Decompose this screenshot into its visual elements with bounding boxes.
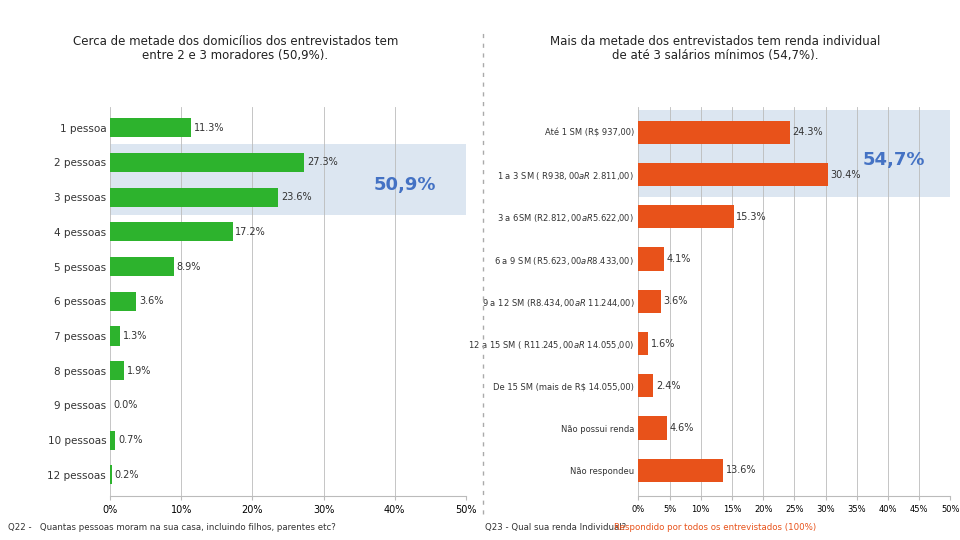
Text: 17.2%: 17.2% xyxy=(235,227,266,237)
Text: entre 2 e 3 moradores (50,9%).: entre 2 e 3 moradores (50,9%). xyxy=(142,49,328,62)
Text: Renda individual e número de habitantes na moradia: Renda individual e número de habitantes … xyxy=(9,38,407,51)
Bar xyxy=(110,153,304,172)
Text: 54,7%: 54,7% xyxy=(863,151,925,168)
Bar xyxy=(110,465,111,484)
Text: 3.6%: 3.6% xyxy=(139,296,163,306)
Text: 1.3%: 1.3% xyxy=(123,331,147,341)
Text: Q23 - Qual sua renda Individual?: Q23 - Qual sua renda Individual? xyxy=(485,523,632,531)
Bar xyxy=(638,120,790,144)
Bar xyxy=(638,289,660,313)
Text: 3.6%: 3.6% xyxy=(663,296,687,306)
Text: Q22 -   Quantas pessoas moram na sua casa, incluindo filhos, parentes etc?: Q22 - Quantas pessoas moram na sua casa,… xyxy=(8,523,335,531)
Bar xyxy=(110,430,115,450)
Text: 8.9%: 8.9% xyxy=(177,261,201,272)
Bar xyxy=(110,187,278,207)
Bar xyxy=(638,459,723,482)
Text: 0.7%: 0.7% xyxy=(118,435,143,445)
Text: 1.6%: 1.6% xyxy=(651,339,675,349)
Text: 15.3%: 15.3% xyxy=(736,212,767,222)
Bar xyxy=(638,332,648,355)
Text: Cerca de metade dos domicílios dos entrevistados tem: Cerca de metade dos domicílios dos entre… xyxy=(73,35,397,48)
Text: 4.1%: 4.1% xyxy=(666,254,691,264)
Text: 0.0%: 0.0% xyxy=(113,401,137,410)
Bar xyxy=(110,118,191,137)
Bar xyxy=(110,292,136,311)
Text: 13.6%: 13.6% xyxy=(726,465,756,475)
Bar xyxy=(638,205,733,228)
Text: 0.2%: 0.2% xyxy=(114,470,139,480)
Bar xyxy=(110,257,174,276)
Bar xyxy=(110,327,120,346)
Text: 23.6%: 23.6% xyxy=(281,192,312,202)
Bar xyxy=(638,374,654,397)
Bar xyxy=(638,247,664,271)
Bar xyxy=(110,222,232,241)
Text: 50,9%: 50,9% xyxy=(373,176,436,194)
Bar xyxy=(638,416,667,440)
Text: 2.4%: 2.4% xyxy=(656,381,681,391)
Bar xyxy=(110,144,466,215)
Text: 4.6%: 4.6% xyxy=(670,423,694,433)
Text: 30.4%: 30.4% xyxy=(830,170,861,179)
Text: 27.3%: 27.3% xyxy=(307,158,338,167)
Bar xyxy=(638,110,950,197)
Text: 24.3%: 24.3% xyxy=(793,127,823,137)
Text: 11.3%: 11.3% xyxy=(194,123,224,133)
Text: 1.9%: 1.9% xyxy=(127,366,151,376)
Bar xyxy=(110,361,124,380)
Text: Mais da metade dos entrevistados tem renda individual: Mais da metade dos entrevistados tem ren… xyxy=(550,35,880,48)
Text: de até 3 salários mínimos (54,7%).: de até 3 salários mínimos (54,7%). xyxy=(612,49,819,62)
Text: Respondido por todos os entrevistados (100%): Respondido por todos os entrevistados (1… xyxy=(614,523,817,531)
Bar xyxy=(638,163,828,186)
